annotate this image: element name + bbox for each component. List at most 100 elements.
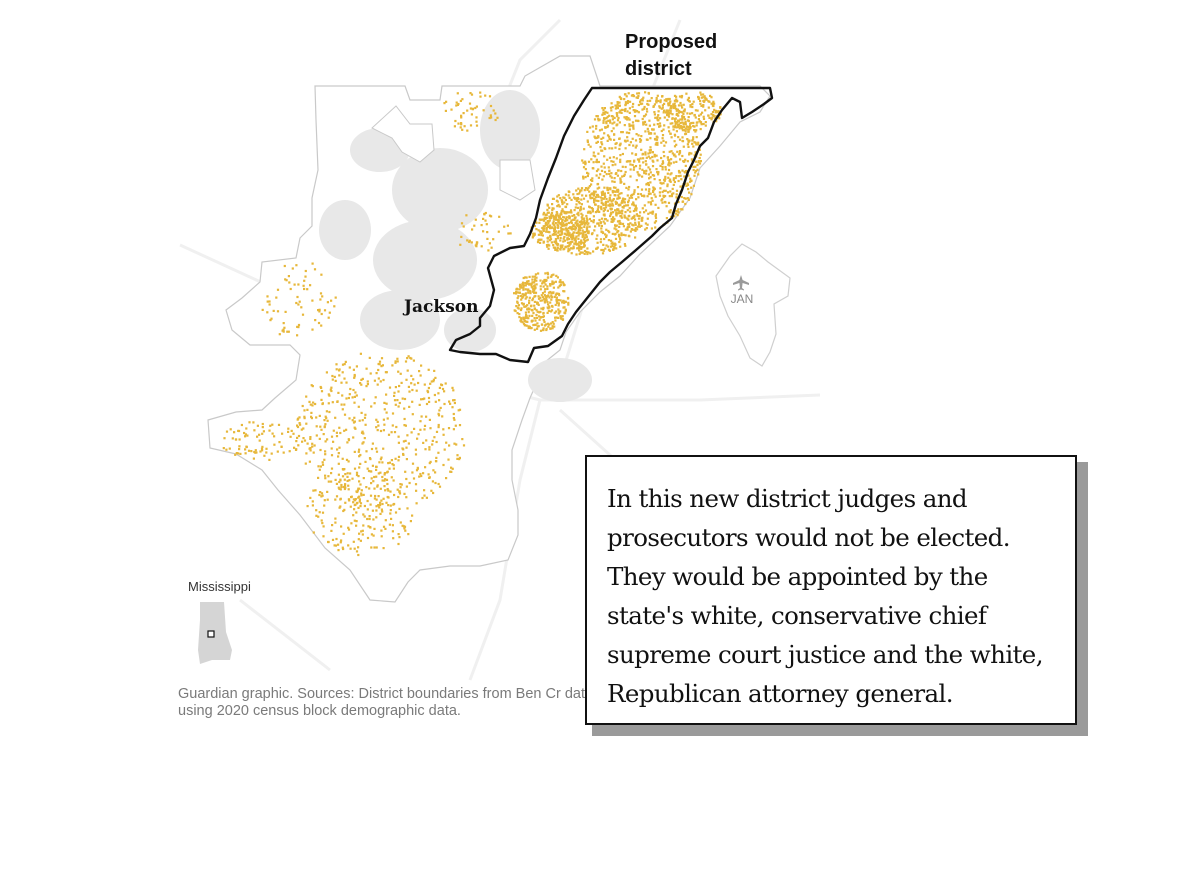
population-dot — [632, 124, 635, 127]
population-dot — [618, 211, 622, 214]
population-dot — [636, 92, 639, 95]
population-dot — [577, 224, 580, 228]
population-dot — [662, 139, 665, 142]
population-dot — [632, 109, 635, 112]
population-dot — [578, 202, 581, 205]
population-dot — [427, 386, 430, 390]
population-dot — [633, 160, 636, 163]
population-dot — [524, 292, 527, 295]
population-dot — [456, 454, 459, 457]
population-dot — [579, 220, 583, 223]
population-dot — [347, 544, 350, 547]
population-dot — [557, 203, 560, 206]
population-dot — [625, 116, 628, 119]
population-dot — [684, 202, 687, 206]
population-dot — [244, 435, 247, 438]
population-dot — [419, 472, 422, 476]
population-dot — [608, 231, 611, 234]
population-dot — [375, 418, 378, 421]
population-dot — [379, 512, 382, 515]
population-dot — [582, 207, 585, 210]
population-dot — [600, 169, 604, 172]
population-dot — [574, 239, 577, 242]
population-dot — [612, 160, 615, 163]
population-dot — [562, 196, 565, 199]
population-dot — [442, 463, 445, 467]
population-dot — [688, 153, 691, 156]
population-dot — [398, 401, 401, 405]
population-dot — [520, 285, 523, 288]
population-dot — [571, 235, 574, 238]
population-dot — [575, 235, 578, 238]
population-dot — [682, 160, 685, 163]
population-dot — [568, 232, 571, 235]
population-dot — [692, 124, 695, 128]
population-dot — [410, 374, 413, 377]
population-dot — [576, 212, 579, 215]
population-dot — [560, 210, 563, 213]
population-dot — [382, 429, 385, 432]
population-dot — [353, 416, 356, 419]
population-dot — [319, 448, 322, 452]
population-dot — [531, 278, 534, 281]
population-dot — [697, 97, 700, 100]
population-dot — [427, 396, 431, 400]
population-dot — [639, 139, 643, 142]
population-dot — [324, 474, 327, 477]
population-dot — [575, 189, 578, 192]
population-dot — [343, 377, 346, 380]
population-dot — [393, 431, 397, 434]
population-dot — [494, 118, 497, 122]
population-dot — [559, 247, 562, 250]
population-dot — [629, 168, 632, 171]
population-dot — [327, 540, 330, 544]
population-dot — [562, 210, 565, 213]
population-dot — [668, 211, 671, 214]
population-dot — [661, 104, 664, 107]
population-dot — [583, 230, 587, 234]
population-dot — [614, 225, 617, 228]
population-dot — [553, 311, 556, 314]
population-dot — [266, 295, 269, 298]
population-dot — [679, 126, 683, 129]
population-dot — [608, 137, 611, 140]
population-dot — [669, 190, 672, 193]
population-dot — [683, 110, 686, 113]
population-dot — [557, 221, 560, 224]
population-dot — [543, 293, 546, 297]
population-dot — [653, 221, 656, 224]
population-dot — [456, 92, 459, 95]
population-dot — [649, 99, 652, 102]
population-dot — [566, 241, 570, 244]
population-dot — [435, 440, 438, 444]
population-dot — [582, 175, 585, 178]
population-dot — [542, 219, 545, 222]
population-dot — [577, 187, 580, 190]
population-dot — [604, 203, 607, 206]
population-dot — [638, 223, 641, 226]
population-dot — [674, 117, 677, 120]
population-dot — [554, 233, 557, 236]
population-dot — [527, 288, 530, 291]
population-dot — [652, 160, 655, 163]
population-dot — [614, 200, 617, 203]
population-dot — [654, 213, 657, 216]
population-dot — [607, 119, 610, 122]
population-dot — [587, 160, 591, 163]
population-dot — [366, 517, 369, 521]
population-dot — [613, 233, 616, 236]
population-dot — [430, 380, 433, 383]
population-dot — [580, 212, 583, 215]
population-dot — [245, 445, 248, 449]
population-dot — [540, 323, 544, 326]
population-dot — [539, 296, 542, 299]
population-dot — [475, 245, 478, 248]
population-dot — [616, 220, 620, 223]
population-dot — [570, 252, 573, 255]
population-dot — [626, 118, 629, 121]
population-dot — [449, 402, 452, 405]
population-dot — [320, 492, 324, 495]
population-dot — [548, 215, 551, 218]
population-dot — [311, 328, 314, 331]
population-dot — [396, 357, 399, 360]
